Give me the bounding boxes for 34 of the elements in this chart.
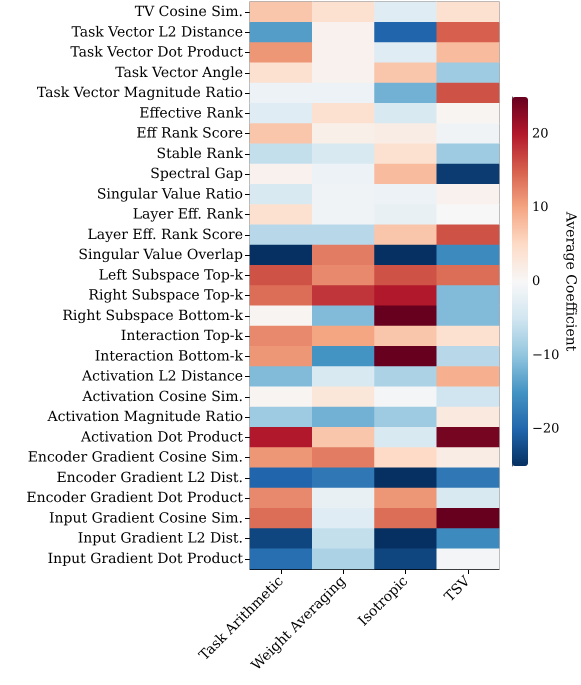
y-tick-label: Task Vector L2 Distance xyxy=(71,24,243,40)
y-tick-label: Activation Magnitude Ratio xyxy=(46,409,243,426)
y-tick-label: Encoder Gradient Cosine Sim. xyxy=(28,450,243,466)
y-tick-label: Singular Value Overlap xyxy=(78,247,244,264)
y-tick-label: Encoder Gradient L2 Dist. xyxy=(56,470,243,486)
y-tick-label: Interaction Top-k xyxy=(120,328,244,344)
color-bar-label: −20 xyxy=(532,422,560,437)
y-tick-label: TV Cosine Sim. xyxy=(134,4,243,20)
y-tick-label: Interaction Bottom-k xyxy=(94,348,244,364)
y-tick-label: Right Subspace Top-k xyxy=(88,288,244,304)
y-tick-label: Activation L2 Distance xyxy=(81,368,243,385)
y-tick-label: Singular Value Ratio xyxy=(96,186,243,202)
y-tick-label: Left Subspace Top-k xyxy=(98,267,244,284)
y-tick-label: Stable Rank xyxy=(156,146,244,162)
y-tick-label: Input Gradient Dot Product xyxy=(48,550,244,567)
color-bar-label: 10 xyxy=(532,200,549,216)
color-bar-label: −10 xyxy=(532,348,560,363)
y-tick-label: Effective Rank xyxy=(139,105,244,122)
y-tick-label: Layer Eff. Rank Score xyxy=(87,226,243,243)
y-tick-label: Eff Rank Score xyxy=(136,126,243,142)
y-tick-label: Task Vector Angle xyxy=(115,64,243,81)
y-tick-label: Task Vector Magnitude Ratio xyxy=(36,85,243,102)
y-tick-label: Encoder Gradient Dot Product xyxy=(26,490,244,506)
y-tick-label: Spectral Gap xyxy=(150,166,244,182)
y-tick-label: Layer Eff. Rank xyxy=(132,206,244,223)
color-bar-label: 0 xyxy=(532,274,540,289)
color-bar-label: 20 xyxy=(532,126,549,142)
y-tick-label: Right Subspace Bottom-k xyxy=(62,308,244,324)
y-tick-label: Input Gradient Cosine Sim. xyxy=(49,510,243,526)
y-tick-label: Activation Dot Product xyxy=(80,429,244,446)
y-tick-label: Activation Cosine Sim. xyxy=(81,388,243,405)
y-tick-label: Task Vector Dot Product xyxy=(70,44,244,61)
color-bar-title: Average Coefficient xyxy=(562,210,578,352)
y-tick-label: Input Gradient L2 Dist. xyxy=(78,530,243,547)
